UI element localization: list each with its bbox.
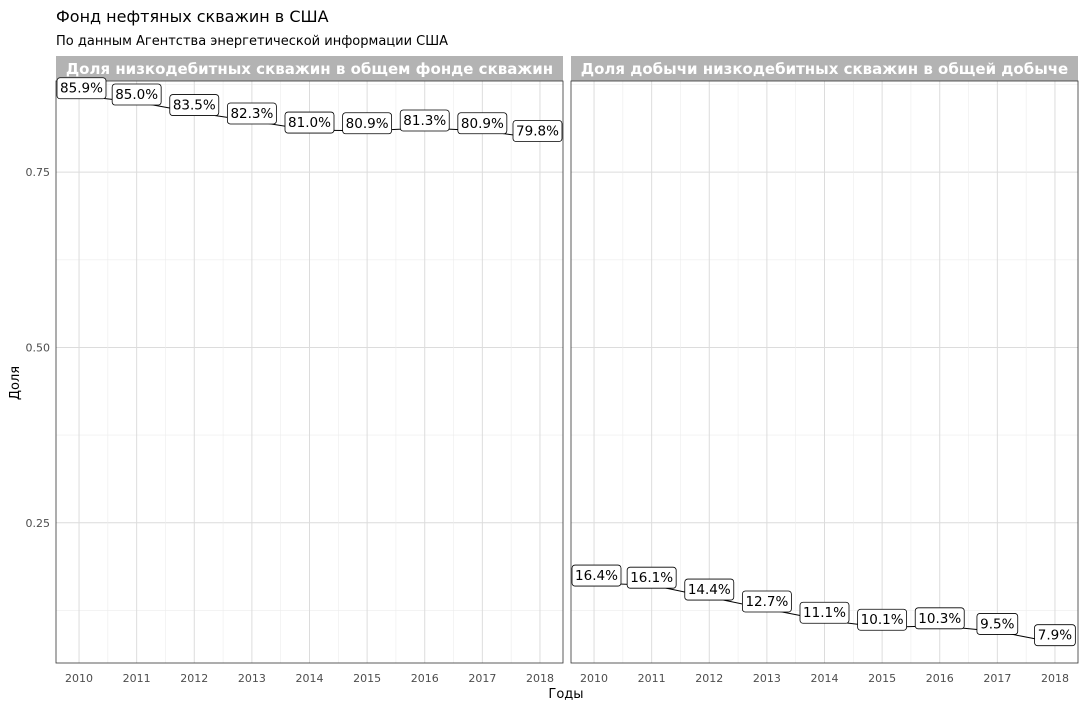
x-tick-label: 2016 xyxy=(411,672,439,685)
data-label: 81.3% xyxy=(403,113,446,129)
facet-panel-2: Доля добычи низкодебитных скважин в обще… xyxy=(570,56,1079,685)
x-tick-label: 2013 xyxy=(238,672,266,685)
x-tick-label: 2010 xyxy=(580,672,608,685)
data-label-box xyxy=(342,112,393,135)
data-label: 14.4% xyxy=(688,582,731,598)
x-tick-label: 2017 xyxy=(983,672,1011,685)
x-tick-label: 2018 xyxy=(1041,672,1069,685)
data-label: 16.1% xyxy=(630,570,673,586)
data-label-box xyxy=(914,607,965,630)
data-label-box xyxy=(684,578,735,601)
data-label: 80.9% xyxy=(346,116,389,132)
facet-strip xyxy=(56,56,563,81)
data-label: 82.3% xyxy=(230,106,273,122)
y-axis-title: Доля xyxy=(8,366,23,400)
x-tick-label: 2012 xyxy=(695,672,723,685)
facet-strip-label: Доля добычи низкодебитных скважин в обще… xyxy=(581,60,1068,78)
x-tick-label: 2012 xyxy=(180,672,208,685)
chart-subtitle: По данным Агентства энергетической инфор… xyxy=(56,34,448,49)
x-tick-label: 2014 xyxy=(811,672,839,685)
data-label: 81.0% xyxy=(288,115,331,131)
facet-panel-1: Доля низкодебитных скважин в общем фонде… xyxy=(55,56,564,685)
y-axis: 0.25 0.50 0.75 xyxy=(26,166,51,530)
data-label-box xyxy=(976,613,1019,635)
facet-panels: Доля низкодебитных скважин в общем фонде… xyxy=(55,56,1079,685)
data-label: 85.9% xyxy=(60,81,103,97)
data-label: 80.9% xyxy=(461,116,504,132)
data-label: 83.5% xyxy=(173,98,216,114)
data-label: 7.9% xyxy=(1038,628,1072,644)
data-label-box xyxy=(169,94,220,116)
data-label: 16.4% xyxy=(575,568,618,584)
data-label-box xyxy=(626,566,677,589)
data-label-box xyxy=(457,112,508,135)
data-label-box xyxy=(226,102,277,125)
x-tick-label: 2010 xyxy=(65,672,93,685)
x-tick-label: 2017 xyxy=(468,672,496,685)
x-axis-title: Годы xyxy=(548,687,583,702)
chart-title: Фонд нефтяных скважин в США xyxy=(56,7,329,26)
x-tick-label: 2013 xyxy=(753,672,781,685)
data-label-box xyxy=(399,109,450,132)
data-label-box xyxy=(512,120,563,142)
data-label-box xyxy=(571,564,622,587)
data-label: 9.5% xyxy=(980,616,1014,632)
facet-strip-label: Доля низкодебитных скважин в общем фонде… xyxy=(66,60,553,78)
panel-border xyxy=(570,80,1079,664)
data-label-box xyxy=(284,111,335,134)
data-label: 85.0% xyxy=(115,87,158,103)
data-label: 12.7% xyxy=(745,594,788,610)
data-label-box xyxy=(857,608,908,631)
data-label-box xyxy=(741,590,792,613)
facet-strip xyxy=(571,56,1078,81)
x-tick-label: 2011 xyxy=(123,672,151,685)
data-label: 11.1% xyxy=(803,605,846,621)
x-tick-label: 2018 xyxy=(526,672,554,685)
y-tick-label: 0.25 xyxy=(26,517,51,530)
data-label: 10.3% xyxy=(918,611,961,627)
data-label-box xyxy=(56,77,107,100)
panel-border xyxy=(55,80,564,664)
data-label: 10.1% xyxy=(861,612,904,628)
x-tick-label: 2015 xyxy=(353,672,381,685)
data-label-box xyxy=(111,83,162,106)
data-label-box xyxy=(1034,624,1076,647)
y-tick-label: 0.75 xyxy=(26,166,51,179)
x-tick-label: 2014 xyxy=(296,672,324,685)
data-label: 79.8% xyxy=(516,123,559,139)
x-tick-label: 2016 xyxy=(926,672,954,685)
x-tick-label: 2011 xyxy=(638,672,666,685)
x-tick-label: 2015 xyxy=(868,672,896,685)
data-label-box xyxy=(799,601,850,624)
y-tick-label: 0.50 xyxy=(26,341,51,354)
